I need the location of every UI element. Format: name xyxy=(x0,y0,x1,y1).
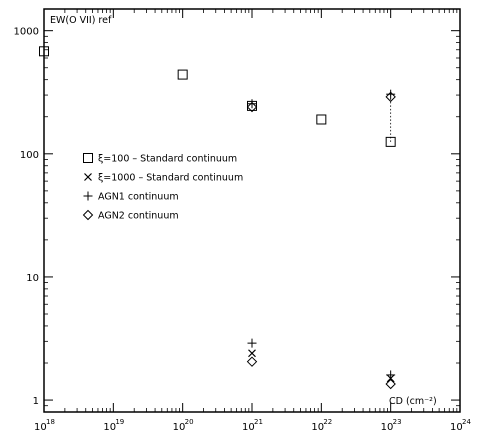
x-tick-label-exponent: 21 xyxy=(254,418,263,426)
x-tick-label: 10 xyxy=(450,422,463,433)
y-tick-label: 10 xyxy=(26,273,39,284)
legend-marker-plus xyxy=(84,192,93,201)
y-tick-label: 1000 xyxy=(14,27,39,38)
x-tick-label-exponent: 19 xyxy=(115,418,124,426)
data-point-square xyxy=(317,115,326,124)
x-tick-label: 10 xyxy=(173,422,186,433)
x-tick-label: 10 xyxy=(381,422,394,433)
data-point-plus xyxy=(248,99,257,108)
y-tick-label: 1 xyxy=(33,396,39,407)
data-point-plus xyxy=(386,370,395,379)
legend-marker-x xyxy=(85,174,92,181)
x-tick-label-exponent: 24 xyxy=(462,418,471,426)
x-tick-label: 10 xyxy=(34,422,47,433)
x-tick-label-exponent: 23 xyxy=(393,418,402,426)
data-point-x xyxy=(249,350,256,357)
data-point-square xyxy=(178,70,187,79)
legend-label: AGN2 continuum xyxy=(98,211,179,222)
data-point-plus xyxy=(386,90,395,99)
x-tick-label: 10 xyxy=(103,422,116,433)
x-tick-label-exponent: 20 xyxy=(185,418,194,426)
data-point-plus xyxy=(248,339,257,348)
y-axis-tick-labels: 1 10 100 1000 xyxy=(14,27,39,407)
legend-label: ξ=1000 – Standard continuum xyxy=(98,173,243,184)
legend-marker-square xyxy=(84,154,93,163)
x-tick-label: 10 xyxy=(311,422,324,433)
x-tick-label-exponent: 22 xyxy=(323,418,332,426)
legend: ξ=100 – Standard continuum ξ=1000 – Stand… xyxy=(84,154,244,222)
x-axis-label: CD (cm⁻²) xyxy=(389,396,437,407)
data-points xyxy=(40,47,396,389)
x-tick-label: 10 xyxy=(242,422,255,433)
legend-label: ξ=100 – Standard continuum xyxy=(98,154,237,165)
x-tick-label-exponent: 18 xyxy=(46,418,55,426)
data-point-diamond xyxy=(248,357,257,366)
y-tick-label: 100 xyxy=(20,150,39,161)
x-axis-tick-labels: 10 18 10 19 10 20 10 21 10 22 10 23 10 24 xyxy=(34,418,471,433)
y-axis-label: EW(O VII) ref xyxy=(50,15,112,26)
legend-label: AGN1 continuum xyxy=(98,192,179,203)
legend-marker-diamond xyxy=(84,211,93,220)
